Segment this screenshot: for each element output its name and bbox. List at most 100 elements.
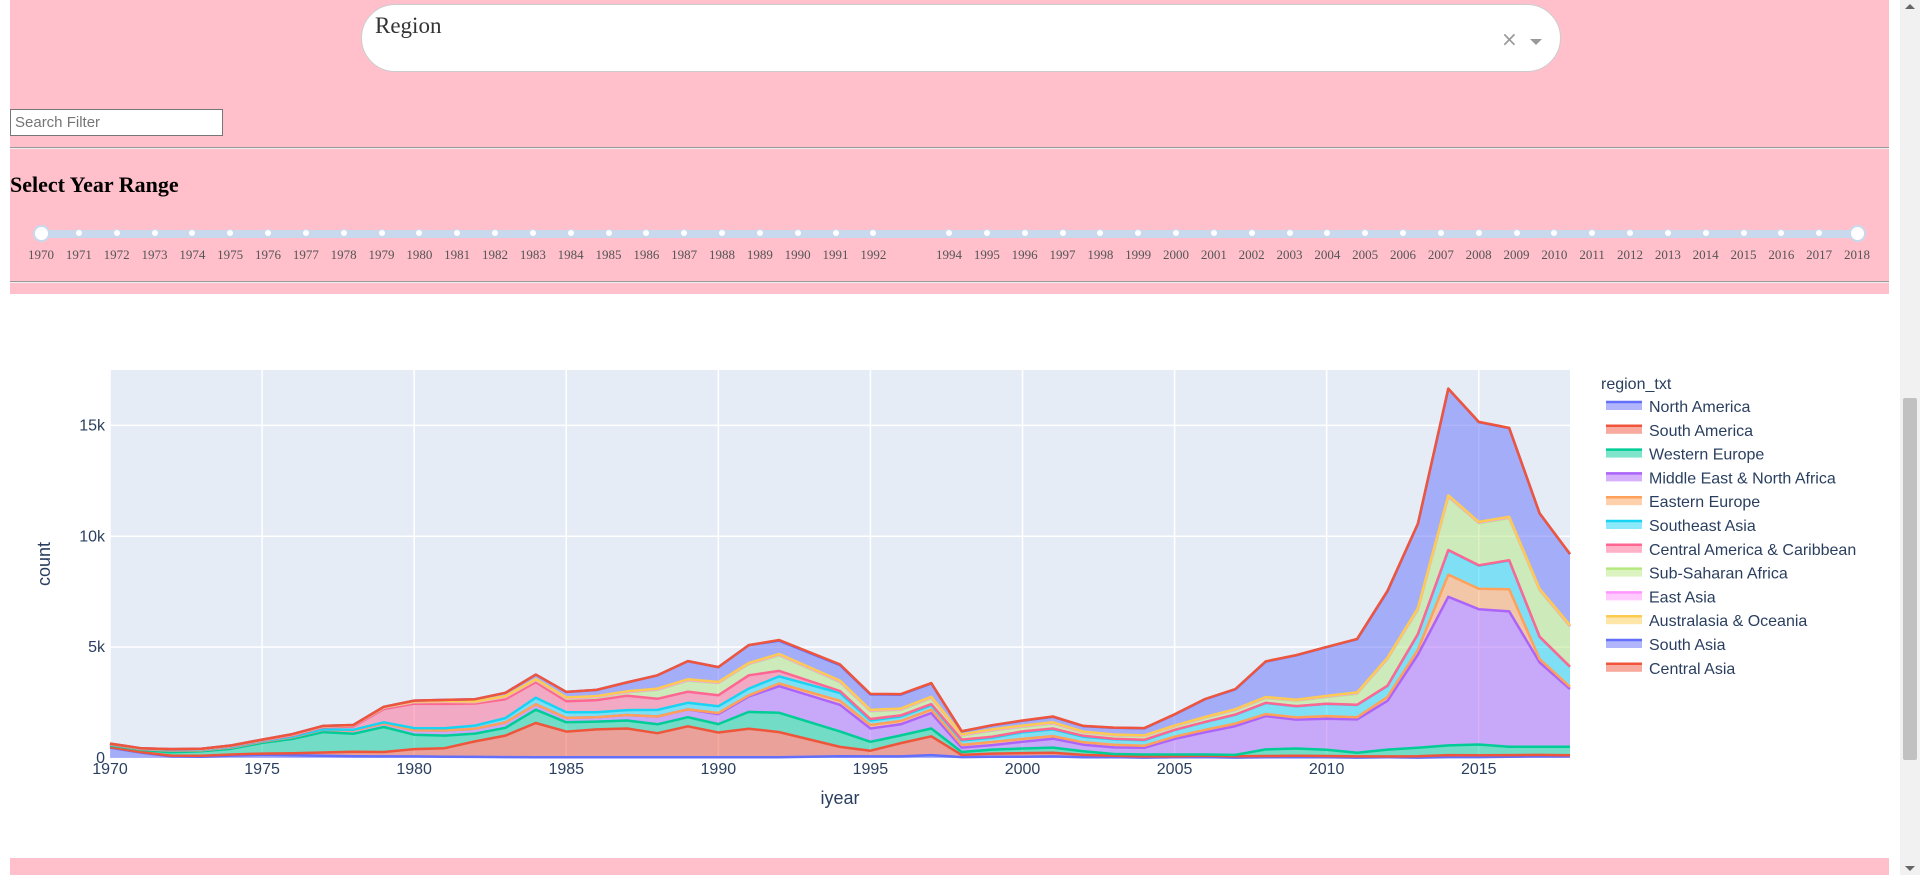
slider-mark-dot[interactable]: [1663, 229, 1672, 237]
slider-mark-label[interactable]: 1994: [936, 247, 962, 262]
legend-item[interactable]: Southeast Asia: [1606, 518, 1756, 535]
slider-mark-dot[interactable]: [1285, 229, 1294, 237]
slider-mark-dot[interactable]: [1361, 229, 1370, 237]
area-north-america[interactable]: [110, 747, 1570, 758]
legend-item[interactable]: Eastern Europe: [1606, 494, 1760, 511]
slider-mark-label[interactable]: 1990: [784, 247, 811, 262]
area-south-america[interactable]: [110, 723, 1570, 758]
slider-mark-label[interactable]: 1998: [1087, 247, 1114, 262]
slider-mark-dot[interactable]: [188, 229, 197, 237]
slider-mark-dot[interactable]: [1701, 229, 1710, 237]
slider-mark-dot[interactable]: [642, 229, 651, 237]
slider-mark-label[interactable]: 2015: [1730, 247, 1757, 262]
slider-mark-dot[interactable]: [718, 229, 726, 237]
slider-mark-dot[interactable]: [150, 229, 159, 237]
slider-mark-label[interactable]: 1978: [330, 247, 357, 262]
slider-mark-dot[interactable]: [1512, 229, 1521, 237]
slider-mark-label[interactable]: 2004: [1314, 247, 1341, 262]
area-western-europe[interactable]: [110, 709, 1570, 757]
slider-mark-dot[interactable]: [415, 229, 424, 237]
slider-mark-label[interactable]: 2006: [1390, 247, 1416, 262]
slider-mark-label[interactable]: 2018: [1844, 247, 1870, 262]
year-range-slider[interactable]: 1970 1971 1972 1973 1974 1975 1976 1977 1978 1979…: [0, 222, 1920, 262]
slider-mark-label[interactable]: 2003: [1276, 247, 1303, 262]
slider-mark-dot[interactable]: [793, 229, 802, 237]
slider-mark-label[interactable]: 2001: [1200, 247, 1227, 262]
slider-mark-label[interactable]: 1992: [860, 247, 887, 262]
line-south-america[interactable]: [109, 721, 1571, 758]
slider-mark-label[interactable]: 2016: [1768, 247, 1795, 262]
slider-mark-label[interactable]: 2007: [1427, 247, 1454, 262]
slider-mark-dot[interactable]: [566, 229, 575, 237]
slider-mark-dot[interactable]: [1134, 229, 1143, 237]
slider-mark-label[interactable]: 1977: [292, 247, 319, 262]
slider-mark-label[interactable]: 1974: [179, 247, 206, 262]
clear-icon[interactable]: ×: [1501, 27, 1518, 51]
slider-mark-label[interactable]: 2011: [1579, 247, 1605, 262]
slider-mark-dot[interactable]: [982, 229, 991, 237]
legend-item[interactable]: Central America & Caribbean: [1606, 542, 1856, 559]
slider-mark-dot[interactable]: [1247, 229, 1256, 237]
slider-mark-dot[interactable]: [377, 229, 386, 237]
legend-item[interactable]: North America: [1606, 399, 1750, 416]
scroll-thumb[interactable]: [1903, 398, 1917, 760]
slider-mark-dot[interactable]: [1436, 229, 1445, 237]
slider-mark-label[interactable]: 2017: [1806, 247, 1833, 262]
slider-mark-label[interactable]: 2012: [1617, 247, 1643, 262]
slider-mark-label[interactable]: 2005: [1352, 247, 1379, 262]
page-scrollbar[interactable]: [1900, 0, 1920, 875]
slider-mark-label[interactable]: 1981: [444, 247, 471, 262]
slider-mark-label[interactable]: 1991: [822, 247, 849, 262]
slider-mark-dot[interactable]: [1209, 229, 1218, 237]
slider-mark-dot[interactable]: [1323, 229, 1332, 237]
legend-item[interactable]: East Asia: [1606, 589, 1716, 606]
slider-handle[interactable]: [32, 225, 50, 242]
slider-mark-label[interactable]: 1980: [406, 247, 433, 262]
slider-mark-dot[interactable]: [74, 229, 83, 237]
slider-mark-label[interactable]: 1970: [28, 247, 54, 262]
slider-mark-label[interactable]: 1995: [973, 247, 1000, 262]
slider-mark-dot[interactable]: [945, 229, 953, 237]
line-western-europe[interactable]: [109, 708, 1570, 757]
slider-mark-label[interactable]: 1987: [671, 247, 698, 262]
area-middle-east-north-africa[interactable]: [110, 596, 1570, 755]
chevron-down-icon[interactable]: [1530, 39, 1542, 45]
slider-mark-label[interactable]: 1982: [482, 247, 508, 262]
slider-mark-label[interactable]: 2009: [1503, 247, 1530, 262]
legend-item[interactable]: Sub-Saharan Africa: [1606, 566, 1788, 583]
slider-mark-dot[interactable]: [339, 229, 348, 237]
slider-mark-label[interactable]: 1988: [709, 247, 735, 262]
line-central-asia[interactable]: [109, 387, 1572, 751]
legend-item[interactable]: Western Europe: [1606, 447, 1764, 464]
slider-mark-dot[interactable]: [1739, 229, 1748, 237]
slider-mark-label[interactable]: 1976: [255, 247, 281, 262]
legend-item[interactable]: Central Asia: [1606, 661, 1735, 678]
scroll-up-arrow-icon[interactable]: [1905, 4, 1915, 9]
legend-item[interactable]: Middle East & North Africa: [1606, 470, 1836, 487]
slider-mark-label[interactable]: 2014: [1692, 247, 1719, 262]
slider-mark-dot[interactable]: [301, 229, 310, 237]
slider-mark-dot[interactable]: [528, 229, 537, 237]
slider-mark-dot[interactable]: [1474, 229, 1483, 237]
slider-mark-dot[interactable]: [831, 229, 840, 237]
area-south-asia[interactable]: [110, 388, 1570, 750]
slider-mark-dot[interactable]: [1588, 229, 1597, 237]
slider-mark-label[interactable]: 1984: [557, 247, 584, 262]
slider-mark-dot[interactable]: [112, 229, 121, 237]
slider-mark-dot[interactable]: [1096, 229, 1105, 237]
slider-mark-label[interactable]: 1989: [746, 247, 773, 262]
slider-mark-label[interactable]: 2002: [1238, 247, 1265, 262]
slider-mark-label[interactable]: 1985: [595, 247, 622, 262]
slider-mark-dot[interactable]: [1058, 229, 1067, 237]
slider-mark-label[interactable]: 2000: [1163, 247, 1189, 262]
region-dropdown[interactable]: Region ×: [361, 4, 1561, 72]
slider-mark-dot[interactable]: [1172, 229, 1180, 237]
slider-mark-label[interactable]: 1975: [217, 247, 244, 262]
slider-mark-dot[interactable]: [680, 229, 689, 237]
slider-mark-dot[interactable]: [226, 229, 235, 237]
legend-item[interactable]: South America: [1606, 423, 1753, 440]
slider-mark-label[interactable]: 1979: [368, 247, 395, 262]
slider-mark-dot[interactable]: [1550, 229, 1559, 237]
slider-mark-dot[interactable]: [264, 229, 272, 237]
slider-mark-label[interactable]: 1973: [141, 247, 168, 262]
